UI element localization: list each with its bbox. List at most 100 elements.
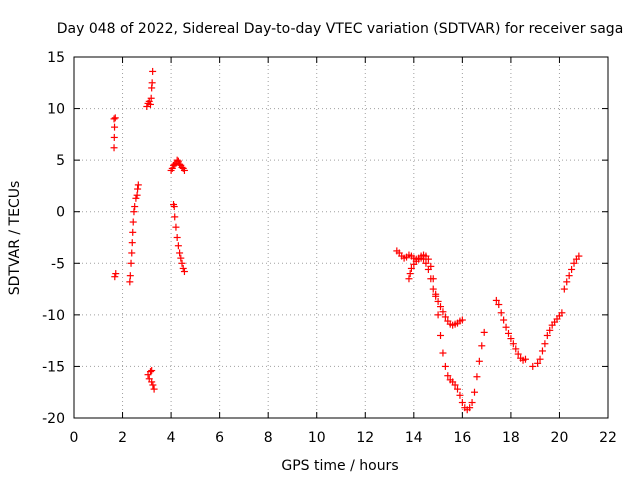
x-tick-label: 6 [215,430,224,446]
data-point [500,316,508,324]
data-point [502,323,510,331]
data-point [512,345,520,353]
data-point [146,100,154,108]
data-point [147,94,155,102]
data-point [570,259,578,267]
y-tick-label: -20 [42,411,65,427]
data-point [406,270,414,278]
x-tick-label: 0 [70,430,79,446]
data-point [171,213,179,221]
data-point [504,329,512,337]
data-point [529,362,537,370]
data-point [174,157,182,165]
data-point [134,185,142,193]
data-point [437,303,445,311]
data-point [509,340,517,348]
data-point [422,259,430,267]
y-tick-label: 15 [47,50,65,66]
data-point [466,404,474,412]
data-point [429,285,437,293]
data-point [558,309,566,317]
axis-ticks: 0 2 4 6 8 10 12 14 16 18 20 22 15 10 5 0 -5 -10 -15 -20 [42,50,617,446]
data-point [111,273,119,281]
data-point [458,316,466,324]
data-point [492,296,500,304]
data-point [148,378,156,386]
data-point [441,362,449,370]
data-point [534,359,542,367]
y-tick-label: -5 [51,256,65,272]
data-point [150,385,158,393]
chart-title: Day 048 of 2022, Sidereal Day-to-day VTE… [57,21,624,37]
data-point [424,265,432,273]
data-point [439,349,447,357]
x-tick-label: 16 [453,430,471,446]
data-point [546,326,554,334]
data-point [451,381,459,389]
data-point [131,203,139,211]
data-point [149,381,157,389]
data-point [130,208,138,216]
data-point [110,144,118,152]
data-point [458,399,466,407]
y-tick-label: 0 [56,205,65,221]
y-axis-label: SDTVAR / TECUs [7,181,23,296]
data-point [507,335,515,343]
data-point [478,342,486,350]
x-tick-label: 20 [551,430,569,446]
x-tick-label: 8 [264,430,273,446]
data-point [126,272,134,280]
x-tick-label: 2 [118,430,127,446]
data-point [444,372,452,380]
x-tick-label: 18 [502,430,520,446]
data-point [495,301,503,309]
data-point [454,385,462,393]
data-points [110,67,583,414]
data-point [437,331,445,339]
data-point [473,373,481,381]
data-point [178,259,186,267]
data-point [407,264,415,272]
data-point [111,114,119,122]
data-point [180,268,188,276]
data-point [420,255,428,263]
data-point [143,103,151,111]
data-point [149,67,157,75]
data-point [170,203,178,211]
data-point [471,388,478,396]
data-point [514,350,522,358]
data-point [568,265,576,273]
data-point [174,242,182,250]
data-point [110,115,118,123]
data-point [168,164,176,172]
data-point [146,368,154,376]
x-tick-label: 14 [405,430,423,446]
data-point [565,272,573,280]
data-point [560,285,568,293]
data-point [538,347,546,355]
data-point [177,254,185,262]
y-tick-label: 10 [47,102,65,118]
data-point [128,249,136,257]
data-point [148,367,156,375]
data-point [456,391,464,399]
data-point [148,79,156,87]
data-point [521,355,529,363]
data-point [475,357,483,365]
x-tick-label: 12 [356,430,374,446]
data-point [432,292,440,300]
y-tick-label: -15 [42,359,65,375]
data-point [132,194,140,202]
data-point [480,328,488,336]
data-point [405,275,413,283]
data-point [434,297,442,305]
data-point [110,133,118,141]
x-tick-label: 22 [599,430,617,446]
data-point [126,278,134,286]
data-point [127,259,135,267]
data-point [173,234,181,241]
data-point [129,218,137,226]
y-tick-label: -10 [42,308,65,324]
data-point [172,223,180,231]
